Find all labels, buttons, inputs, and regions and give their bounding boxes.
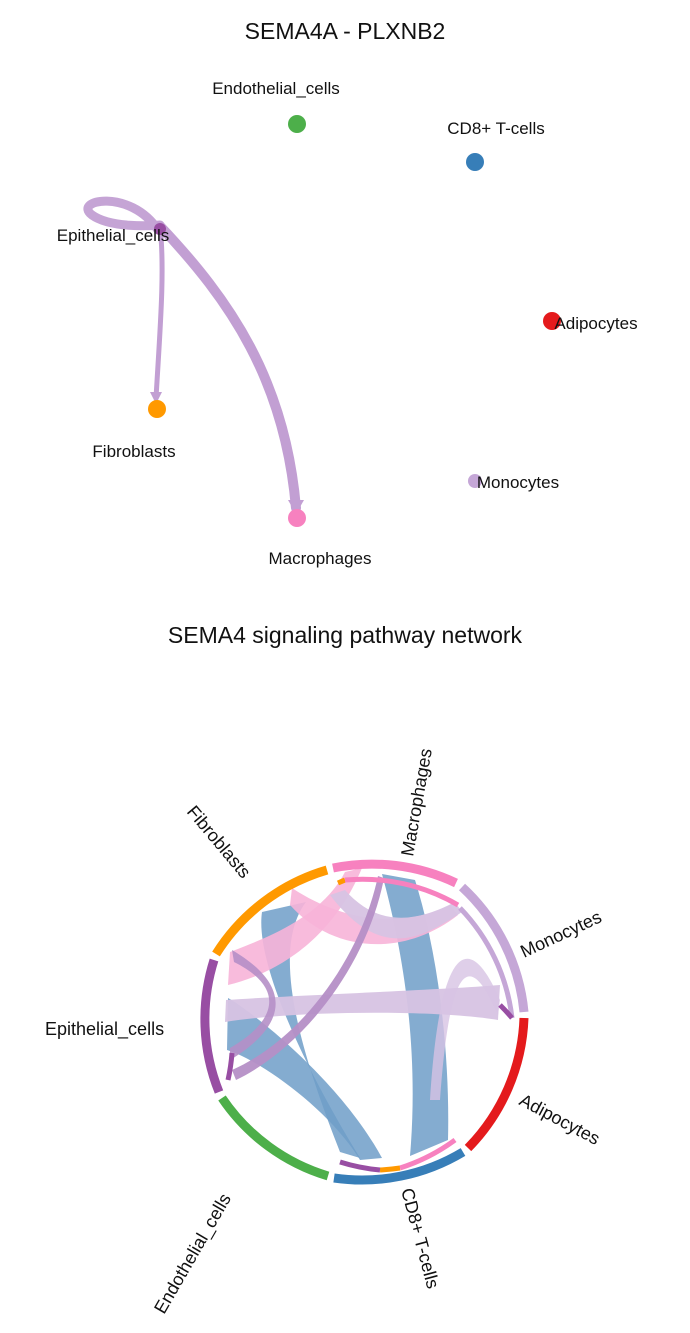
sector-label-epithelial: Epithelial_cells	[45, 1019, 164, 1040]
label-adipocytes: Adipocytes	[554, 314, 637, 333]
edge-epithelial-self-loop	[83, 196, 165, 235]
sector-arc-monocytes	[458, 883, 529, 1013]
link-cd8-to-epithelial	[261, 902, 360, 1158]
sector-arc-cd8	[333, 1148, 466, 1185]
chord-sectors	[200, 859, 529, 1185]
label-endothelial-cells: Endothelial_cells	[212, 79, 340, 98]
chord-links	[225, 868, 500, 1160]
sector-arc-fibroblasts	[212, 865, 329, 957]
chord-inner-tracks	[225, 876, 515, 1173]
node-monocytes	[468, 474, 482, 488]
arrowhead-macrophages	[288, 500, 304, 514]
label-monocytes: Monocytes	[477, 473, 559, 492]
sector-label-cd8: CD8+ T-cells	[397, 1186, 443, 1291]
edge-epithelial-to-macrophages	[155, 221, 301, 513]
label-cd8-t-cells: CD8+ T-cells	[447, 119, 544, 138]
link-monocytes-to-cd8	[430, 958, 500, 1100]
sector-label-fibroblasts: Fibroblasts	[183, 802, 255, 882]
chord-title: SEMA4 signaling pathway network	[167, 622, 523, 648]
node-adipocytes	[543, 312, 561, 330]
link-macrophages-to-epithelial	[228, 868, 362, 985]
arrowhead-fibroblasts	[150, 392, 162, 404]
sector-label-endothelial: Endothelial_cells	[150, 1190, 236, 1317]
node-cd8-t-cells	[466, 153, 484, 171]
network-plot: Endothelial_cells CD8+ T-cells Epithelia…	[57, 79, 638, 568]
link-epithelial-self	[230, 950, 276, 1060]
sector-arc-adipocytes	[464, 1017, 529, 1152]
sector-arc-endothelial	[218, 1095, 330, 1181]
edge-epithelial-to-fibroblasts	[153, 223, 165, 401]
sector-label-macrophages: Macrophages	[397, 747, 436, 858]
sector-label-adipocytes: Adipocytes	[516, 1090, 603, 1149]
node-fibroblasts	[148, 400, 166, 418]
network-title: SEMA4A - PLXNB2	[244, 18, 446, 44]
node-macrophages	[288, 509, 306, 527]
link-cd8-to-epithelial-lower	[227, 998, 382, 1160]
link-monocytes-to-epithelial	[225, 985, 500, 1022]
label-epithelial-cells: Epithelial_cells	[57, 226, 169, 245]
sector-label-monocytes: Monocytes	[517, 907, 604, 962]
node-epithelial-cells	[154, 223, 166, 235]
sector-arc-macrophages	[332, 859, 458, 888]
chord-plot: Macrophages Monocytes Adipocytes CD8+ T-…	[45, 747, 605, 1318]
label-fibroblasts: Fibroblasts	[92, 442, 175, 461]
node-endothelial-cells	[288, 115, 306, 133]
label-macrophages: Macrophages	[268, 549, 371, 568]
sector-arc-epithelial	[200, 958, 224, 1094]
